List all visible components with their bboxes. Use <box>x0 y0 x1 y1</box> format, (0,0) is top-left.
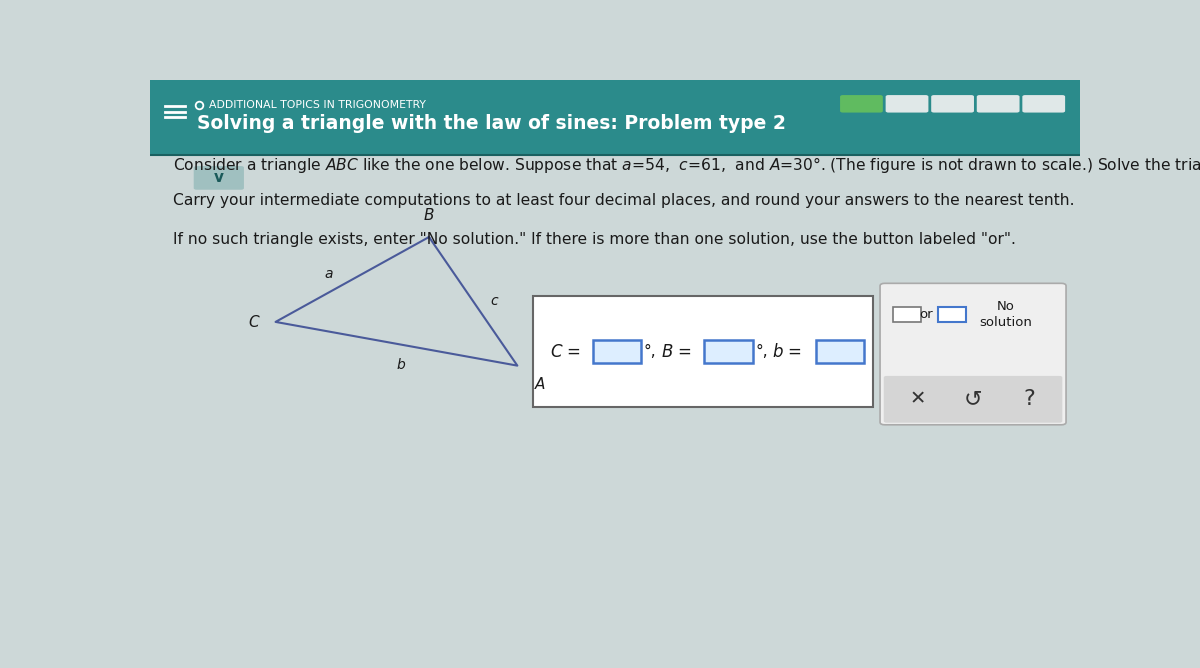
FancyBboxPatch shape <box>893 307 920 323</box>
FancyBboxPatch shape <box>193 166 244 190</box>
FancyBboxPatch shape <box>840 95 883 113</box>
FancyBboxPatch shape <box>883 376 1062 423</box>
Text: Consider a triangle $\mathit{ABC}$ like the one below. Suppose that $\mathit{a}$: Consider a triangle $\mathit{ABC}$ like … <box>173 155 1200 175</box>
FancyBboxPatch shape <box>937 307 966 323</box>
Text: or: or <box>919 308 932 321</box>
Text: $a$: $a$ <box>324 267 334 281</box>
Text: $b$ =: $b$ = <box>772 343 802 361</box>
Text: Solving a triangle with the law of sines: Problem type 2: Solving a triangle with the law of sines… <box>198 114 786 133</box>
Text: No
solution: No solution <box>979 300 1032 329</box>
FancyBboxPatch shape <box>704 341 752 363</box>
Text: $B$: $B$ <box>424 206 434 222</box>
FancyBboxPatch shape <box>593 341 641 363</box>
Text: ?: ? <box>1022 389 1034 409</box>
Text: °,: °, <box>644 344 656 359</box>
FancyBboxPatch shape <box>880 283 1066 425</box>
FancyBboxPatch shape <box>533 296 872 407</box>
Text: $A$: $A$ <box>534 376 546 392</box>
Text: v: v <box>214 170 224 185</box>
FancyBboxPatch shape <box>931 95 974 113</box>
Text: $b$: $b$ <box>396 357 406 371</box>
Text: $C$ =: $C$ = <box>550 343 581 361</box>
FancyBboxPatch shape <box>886 95 929 113</box>
Text: ↺: ↺ <box>964 389 983 409</box>
FancyBboxPatch shape <box>150 80 1080 155</box>
Text: °,: °, <box>756 344 768 359</box>
Text: Carry your intermediate computations to at least four decimal places, and round : Carry your intermediate computations to … <box>173 193 1075 208</box>
FancyBboxPatch shape <box>977 95 1020 113</box>
Text: If no such triangle exists, enter "No solution." If there is more than one solut: If no such triangle exists, enter "No so… <box>173 232 1016 247</box>
Text: $B$ =: $B$ = <box>660 343 691 361</box>
Text: ✕: ✕ <box>910 390 925 409</box>
Text: $C$: $C$ <box>248 314 260 330</box>
FancyBboxPatch shape <box>816 341 864 363</box>
FancyBboxPatch shape <box>1022 95 1066 113</box>
Text: $c$: $c$ <box>490 295 499 309</box>
Text: ADDITIONAL TOPICS IN TRIGONOMETRY: ADDITIONAL TOPICS IN TRIGONOMETRY <box>209 100 426 110</box>
